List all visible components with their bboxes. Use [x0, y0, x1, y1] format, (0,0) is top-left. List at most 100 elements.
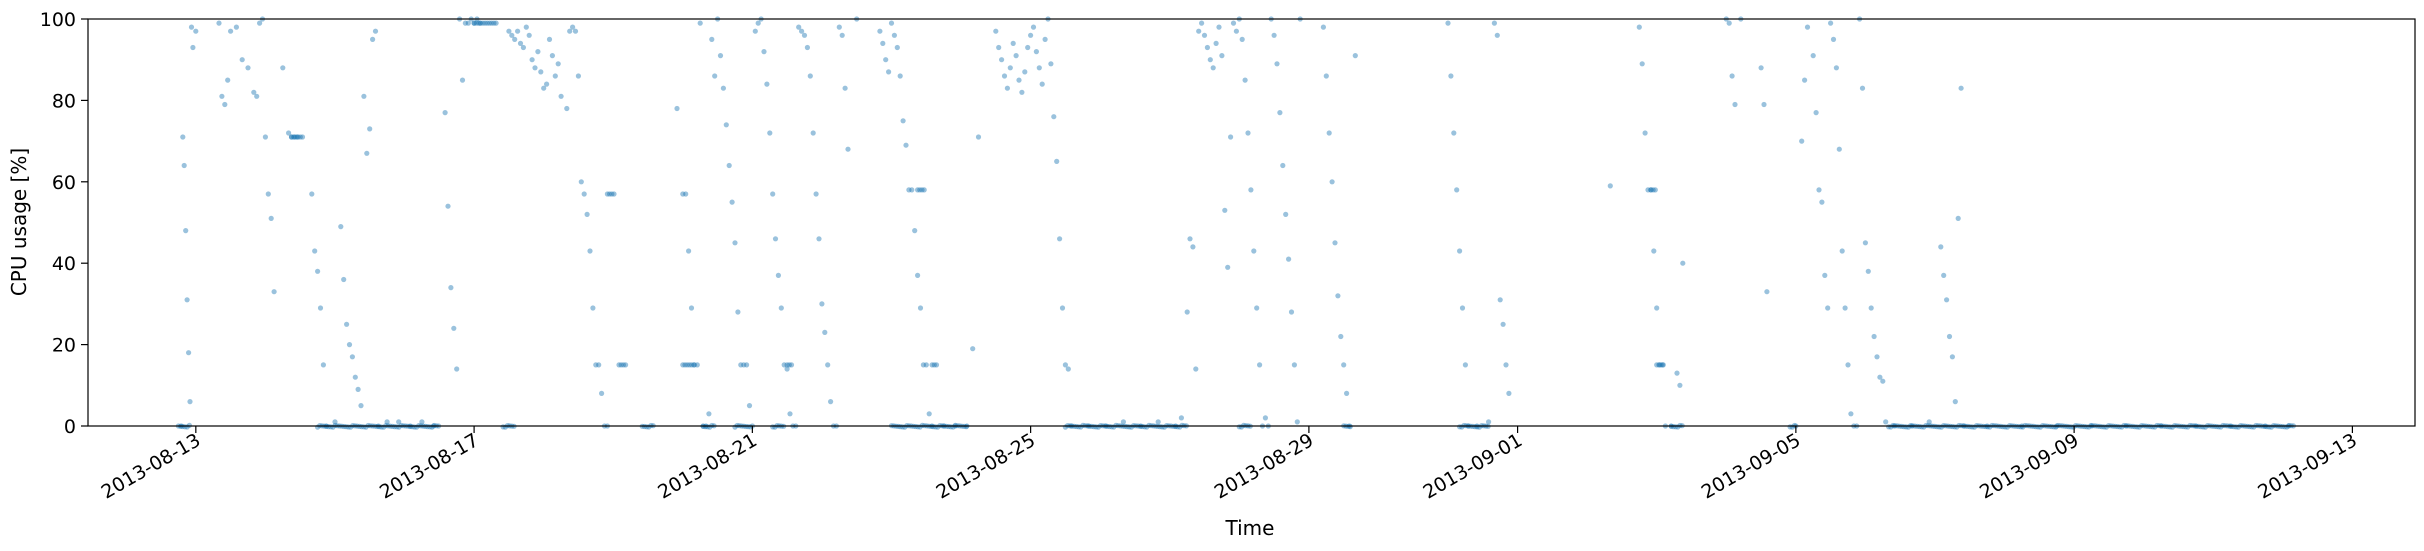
data-point: [1648, 187, 1654, 193]
data-point: [1039, 81, 1045, 87]
data-point: [1274, 61, 1280, 67]
data-point: [842, 85, 848, 91]
data-point: [349, 354, 355, 360]
data-point: [1187, 236, 1193, 242]
data-point: [1639, 61, 1645, 67]
data-point: [761, 49, 767, 55]
data-point: [1294, 419, 1300, 425]
data-point: [1207, 57, 1213, 63]
data-point: [473, 20, 479, 26]
data-point: [567, 28, 573, 34]
data-point: [454, 366, 460, 372]
data-point: [1462, 362, 1468, 368]
data-point: [686, 248, 692, 254]
y-tick-label: 0: [64, 416, 76, 438]
data-point: [1204, 44, 1210, 51]
data-point: [1280, 162, 1286, 169]
data-point: [1642, 130, 1648, 136]
data-point: [993, 28, 999, 34]
x-axis: 2013-08-13 2013-08-17 2013-08-21 2013-08-25…: [98, 426, 2361, 504]
data-point: [1816, 187, 1822, 193]
data-point: [1946, 333, 1953, 340]
x-tick-label: 2013-08-17: [376, 429, 483, 503]
data-point: [1010, 40, 1016, 47]
data-point: [1659, 362, 1666, 368]
data-point: [680, 362, 686, 368]
data-point: [694, 362, 700, 368]
data-point: [772, 236, 779, 242]
data-point: [1196, 28, 1202, 34]
data-point: [691, 362, 698, 368]
data-point: [620, 362, 627, 368]
data-point: [1225, 264, 1231, 270]
data-point: [1271, 32, 1277, 38]
data-point: [744, 362, 750, 368]
data-point: [181, 162, 187, 169]
data-point: [471, 20, 477, 26]
data-point: [709, 36, 715, 43]
data-point: [975, 134, 982, 140]
data-point: [546, 36, 553, 43]
data-point: [219, 93, 225, 99]
data-point: [900, 118, 906, 124]
data-point: [917, 305, 924, 311]
data-point: [295, 134, 301, 140]
data-point: [1004, 85, 1011, 91]
data-point: [915, 272, 921, 278]
x-tick-label: 2013-08-21: [654, 429, 761, 503]
data-point: [723, 122, 729, 128]
data-point: [1726, 20, 1732, 26]
data-point: [549, 53, 556, 59]
data-point: [741, 362, 747, 368]
data-point: [228, 28, 234, 34]
data-point: [251, 89, 257, 95]
data-point: [623, 362, 629, 368]
data-point: [845, 146, 851, 152]
data-point: [1497, 297, 1503, 303]
data-point: [370, 36, 376, 43]
data-point: [752, 28, 758, 34]
data-point: [1028, 32, 1034, 38]
data-point: [1213, 40, 1219, 47]
data-point: [1680, 260, 1686, 266]
y-tick-label: 20: [52, 335, 76, 357]
x-tick-label: 2013-09-13: [2254, 429, 2361, 503]
data-point: [1926, 419, 1932, 425]
data-point: [888, 20, 895, 26]
data-point: [1658, 362, 1664, 368]
data-point: [839, 32, 845, 38]
data-point: [1828, 20, 1834, 26]
data-point: [581, 191, 587, 197]
data-point: [268, 215, 274, 221]
data-point: [1506, 390, 1512, 396]
data-point: [931, 362, 937, 368]
data-point: [558, 93, 564, 99]
data-point: [509, 32, 515, 38]
data-point: [1862, 240, 1868, 246]
data-point: [584, 211, 590, 217]
data-point: [1016, 77, 1022, 83]
data-point: [1822, 272, 1828, 278]
data-point: [575, 73, 582, 79]
data-point: [607, 191, 613, 197]
data-point: [239, 57, 245, 63]
data-point: [1248, 187, 1254, 193]
data-point: [917, 187, 923, 193]
data-point: [807, 73, 813, 79]
data-point: [810, 130, 816, 136]
data-point: [877, 28, 883, 34]
data-point: [1323, 73, 1329, 79]
data-point: [1868, 305, 1874, 311]
data-point: [1764, 289, 1770, 295]
data-point: [1457, 248, 1463, 254]
data-point: [288, 134, 295, 140]
data-point: [1938, 244, 1944, 250]
data-point: [293, 134, 299, 140]
data-point: [193, 28, 199, 34]
data-point: [346, 342, 353, 348]
data-point: [587, 248, 593, 254]
data-point: [1944, 297, 1950, 303]
data-point: [291, 134, 297, 140]
data-point: [445, 203, 451, 209]
data-point: [1054, 158, 1060, 164]
